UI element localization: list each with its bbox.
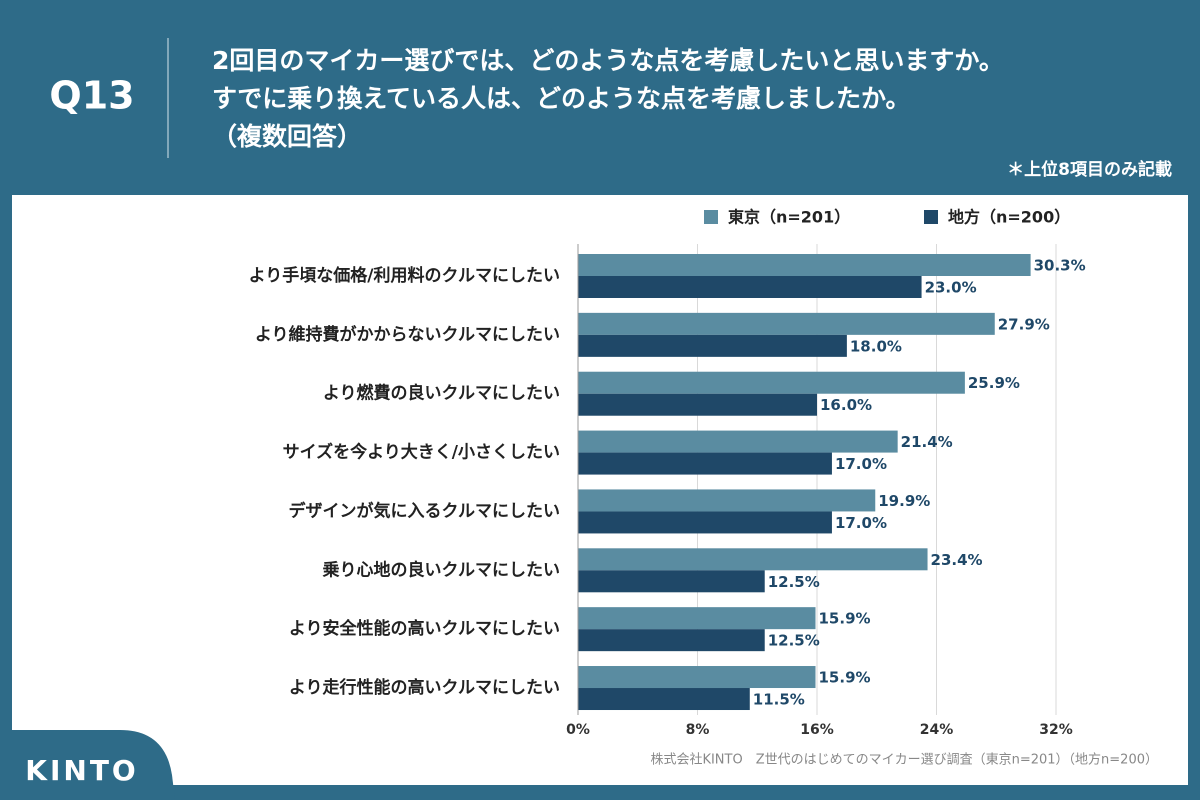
bar <box>578 312 995 335</box>
category-label: 乗り心地の良いクルマにしたい <box>322 559 561 580</box>
category-label: より安全性能の高いクルマにしたい <box>289 618 560 639</box>
value-label: 17.0% <box>835 455 887 473</box>
value-label: 16.0% <box>820 396 872 414</box>
bar <box>578 629 765 652</box>
bar <box>578 489 876 512</box>
category-label: より燃費の良いクルマにしたい <box>323 383 560 404</box>
legend-label: 東京（n=201） <box>728 208 850 227</box>
category-label: より手頃な価格/利用料のクルマにしたい <box>249 265 560 286</box>
x-tick-label: 0% <box>566 722 590 738</box>
x-tick-label: 8% <box>686 722 710 738</box>
title-line: （複数回答） <box>212 122 362 151</box>
value-label: 23.4% <box>931 551 983 569</box>
note: ＊上位8項目のみ記載 <box>1007 159 1172 180</box>
x-tick-label: 24% <box>920 722 954 738</box>
question-number: Q13 <box>49 74 134 118</box>
category-label: より走行性能の高いクルマにしたい <box>289 677 560 698</box>
value-label: 27.9% <box>998 315 1050 333</box>
bar <box>578 452 832 475</box>
logo: KINTO <box>25 754 138 787</box>
source: 株式会社KINTO Z世代のはじめてのマイカー選び調査（東京n=201）（地方n… <box>650 752 1158 768</box>
bar <box>578 334 847 357</box>
value-label: 15.9% <box>819 610 871 628</box>
bar <box>578 570 765 593</box>
value-label: 12.5% <box>768 573 820 591</box>
category-label: より維持費がかからないクルマにしたい <box>255 324 560 345</box>
category-label: デザインが気に入るクルマにしたい <box>289 500 561 521</box>
bar <box>578 688 750 711</box>
legend-swatch <box>704 210 718 224</box>
value-label: 30.3% <box>1034 257 1086 275</box>
logo-background <box>0 730 175 800</box>
value-label: 15.9% <box>819 669 871 687</box>
bar <box>578 511 832 534</box>
value-label: 21.4% <box>901 433 953 451</box>
bar <box>578 430 898 453</box>
bar <box>578 276 922 298</box>
title-line: すでに乗り換えている人は、どのような点を考慮しましたか。 <box>212 84 911 113</box>
bar <box>578 254 1031 276</box>
category-label: サイズを今より大きく/小さくしたい <box>283 442 560 463</box>
legend-label: 地方（n=200） <box>948 208 1070 227</box>
bar <box>578 393 817 416</box>
bar <box>578 548 928 571</box>
value-label: 23.0% <box>925 279 977 297</box>
value-label: 17.0% <box>835 514 887 532</box>
x-tick-label: 16% <box>800 722 834 738</box>
value-label: 25.9% <box>968 374 1020 392</box>
bar <box>578 607 816 630</box>
bar <box>578 666 816 689</box>
x-tick-label: 32% <box>1039 722 1073 738</box>
value-label: 19.9% <box>878 492 930 510</box>
value-label: 12.5% <box>768 632 820 650</box>
value-label: 18.0% <box>850 337 902 355</box>
title-line: 2回目のマイカー選びでは、どのような点を考慮したいと思いますか。 <box>212 46 1004 75</box>
bar <box>578 371 965 394</box>
value-label: 11.5% <box>753 691 805 709</box>
legend-swatch <box>924 210 938 224</box>
